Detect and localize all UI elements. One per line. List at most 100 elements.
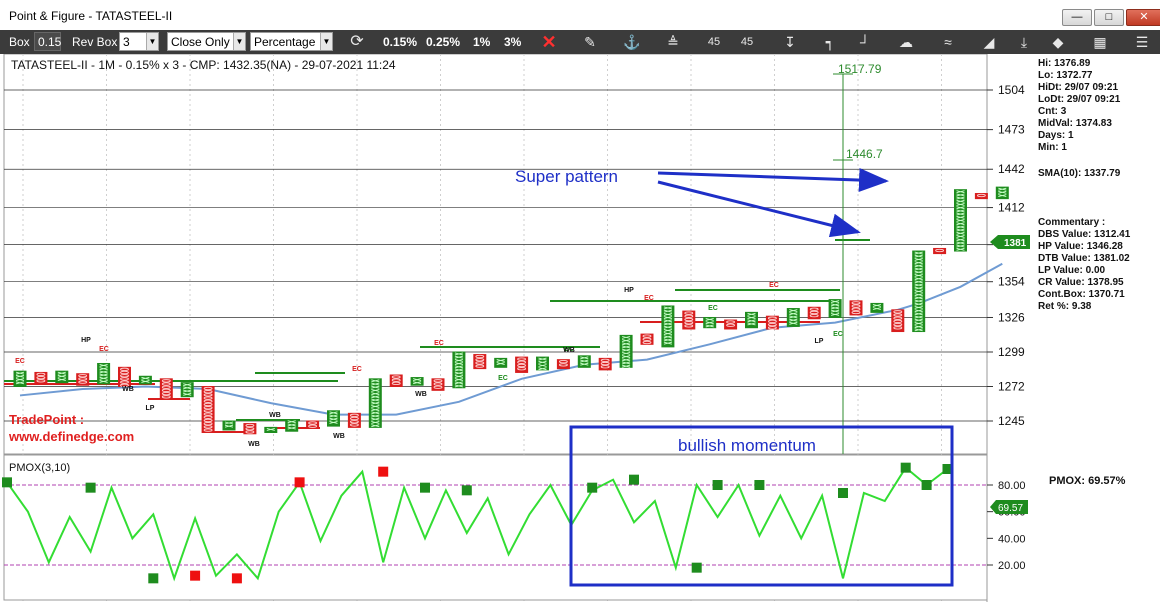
arrow-down-bar-icon[interactable]: ⤓ [1020, 34, 1028, 50]
pattern-label: LP [146, 405, 155, 412]
pmox-marker-red [231, 573, 242, 584]
pnf-x-column [995, 186, 1009, 200]
pnf-o-column [389, 374, 403, 387]
pnf-x-column [285, 419, 299, 432]
minimize-icon[interactable]: — [1062, 9, 1092, 26]
pattern-label: WB [563, 347, 575, 354]
info-cr: CR Value: 1378.95 [1038, 277, 1124, 288]
pnf-o-column [807, 306, 821, 320]
pnf-o-column [974, 193, 988, 200]
super-pattern-label: Super pattern [515, 167, 618, 186]
bracket-icon[interactable]: ┑ [825, 34, 835, 50]
pmox-title: PMOX(3,10) [9, 462, 70, 474]
pattern-label: LP [815, 338, 824, 345]
info-min: Min: 1 [1038, 142, 1067, 153]
bracket-right-icon[interactable]: ┘ [860, 34, 870, 50]
diamond-icon[interactable]: ◆ [1052, 34, 1064, 50]
maximize-icon[interactable]: □ [1094, 9, 1124, 26]
column-icon[interactable]: ▦ [1093, 34, 1107, 50]
triangle-icon[interactable]: ◢ [983, 34, 995, 50]
pct-button-1[interactable]: 0.25% [426, 35, 461, 49]
chevron-down-icon: ▼ [146, 33, 158, 50]
y-tick-label: 1442 [998, 162, 1025, 176]
info-dbs: DBS Value: 1312.41 [1038, 229, 1131, 240]
pnf-x-column [661, 305, 675, 348]
pmox-pane [3, 454, 988, 601]
scale-value: Percentage [254, 35, 316, 49]
pmox-marker-green [691, 562, 702, 573]
pnf-x-column [954, 189, 967, 252]
pnf-x-column [619, 334, 633, 368]
pmox-markers [2, 462, 953, 584]
pct-button-2[interactable]: 1% [473, 35, 491, 49]
pmox-grid [4, 484, 987, 566]
pmox-value-text: PMOX: 69.57% [1049, 475, 1126, 487]
box-size-input[interactable]: 0.15 [34, 32, 61, 51]
method-select[interactable]: Close Only ▼ [167, 32, 246, 51]
refresh-icon[interactable]: ⟳ [350, 33, 364, 50]
pnf-x-column [368, 378, 382, 428]
rev-box-label: Rev Box [72, 35, 118, 49]
title-bar: Point & Figure - TATASTEEL-II — □ ✕ [0, 0, 1160, 31]
pnf-x-column [745, 311, 758, 329]
pattern-label: EC [99, 346, 109, 353]
pmox-marker-green [2, 477, 12, 488]
pmox-marker-green [148, 573, 159, 584]
angle-down-value: 45 [740, 36, 754, 48]
pnf-x-column [264, 426, 278, 434]
rev-box-select[interactable]: 3 ▼ [119, 32, 159, 51]
pnf-o-column [118, 366, 131, 387]
pnf-o-column [682, 310, 696, 330]
info-commentary: Commentary : [1038, 217, 1105, 228]
price-pane [3, 54, 988, 455]
pattern-label: EC [15, 358, 25, 365]
pnf-o-column [849, 300, 863, 316]
pmox-marker-green [712, 480, 723, 490]
pnf-chart-area[interactable]: 1245127212991326135413831412144214731504… [0, 54, 1160, 602]
pattern-label: WB [415, 391, 427, 398]
angle-down-icon[interactable]: 45 [736, 30, 758, 54]
pnf-o-column [724, 319, 738, 330]
angle-up-icon[interactable]: 45 [703, 30, 725, 54]
anchor-icon[interactable]: ⚓ [623, 34, 641, 50]
info-hidt: HiDt: 29/07 09:21 [1038, 82, 1118, 93]
watermark-line2: www.definedge.com [8, 429, 134, 444]
pnf-o-column [431, 378, 445, 391]
pmox-marker-red [378, 466, 389, 477]
pnf-o-column [598, 357, 612, 371]
info-days: Days: 1 [1038, 130, 1074, 141]
y-tick-label: 1473 [998, 123, 1025, 137]
pencil-icon[interactable]: ✎ [584, 34, 596, 50]
super-pattern-arrow-2 [657, 180, 861, 238]
pnf-x-column [828, 299, 842, 318]
pattern-label: EC [833, 331, 843, 338]
pnf-x-column [97, 362, 111, 385]
arrow-down-icon[interactable]: ↧ [784, 34, 796, 50]
trendline-icon[interactable]: ≜ [667, 34, 679, 50]
pattern-label: WB [333, 433, 345, 440]
info-ret: Ret %: 9.38 [1038, 301, 1092, 312]
pnf-x-column [912, 250, 926, 333]
pnf-x-column [536, 356, 549, 371]
equalizer-icon[interactable]: ☰ [1135, 34, 1149, 50]
megaphone-icon[interactable]: ☁ [899, 34, 913, 50]
y-tick-label: 1272 [998, 379, 1025, 393]
pct-button-0[interactable]: 0.15% [383, 35, 418, 49]
pct-button-3[interactable]: 3% [504, 35, 522, 49]
price-axis: 1245127212991326135413831412144214731504 [987, 83, 1025, 428]
scale-select[interactable]: Percentage ▼ [250, 32, 333, 51]
pnf-x-column [55, 370, 69, 384]
pattern-label: EC [352, 366, 362, 373]
pnf-x-column [703, 316, 717, 329]
close-icon[interactable]: ✕ [1126, 9, 1160, 26]
current-price-text: 1381 [1004, 238, 1027, 249]
info-lodt: LoDt: 29/07 09:21 [1038, 94, 1121, 105]
pattern-label: EC [708, 305, 718, 312]
pnf-o-column [306, 420, 320, 428]
pnf-o-column [34, 371, 48, 385]
pnf-x-column [138, 375, 152, 385]
delete-icon[interactable]: ✕ [541, 32, 557, 52]
pnf-columns [13, 186, 1009, 435]
zigzag-icon[interactable]: ≈ [944, 34, 952, 50]
